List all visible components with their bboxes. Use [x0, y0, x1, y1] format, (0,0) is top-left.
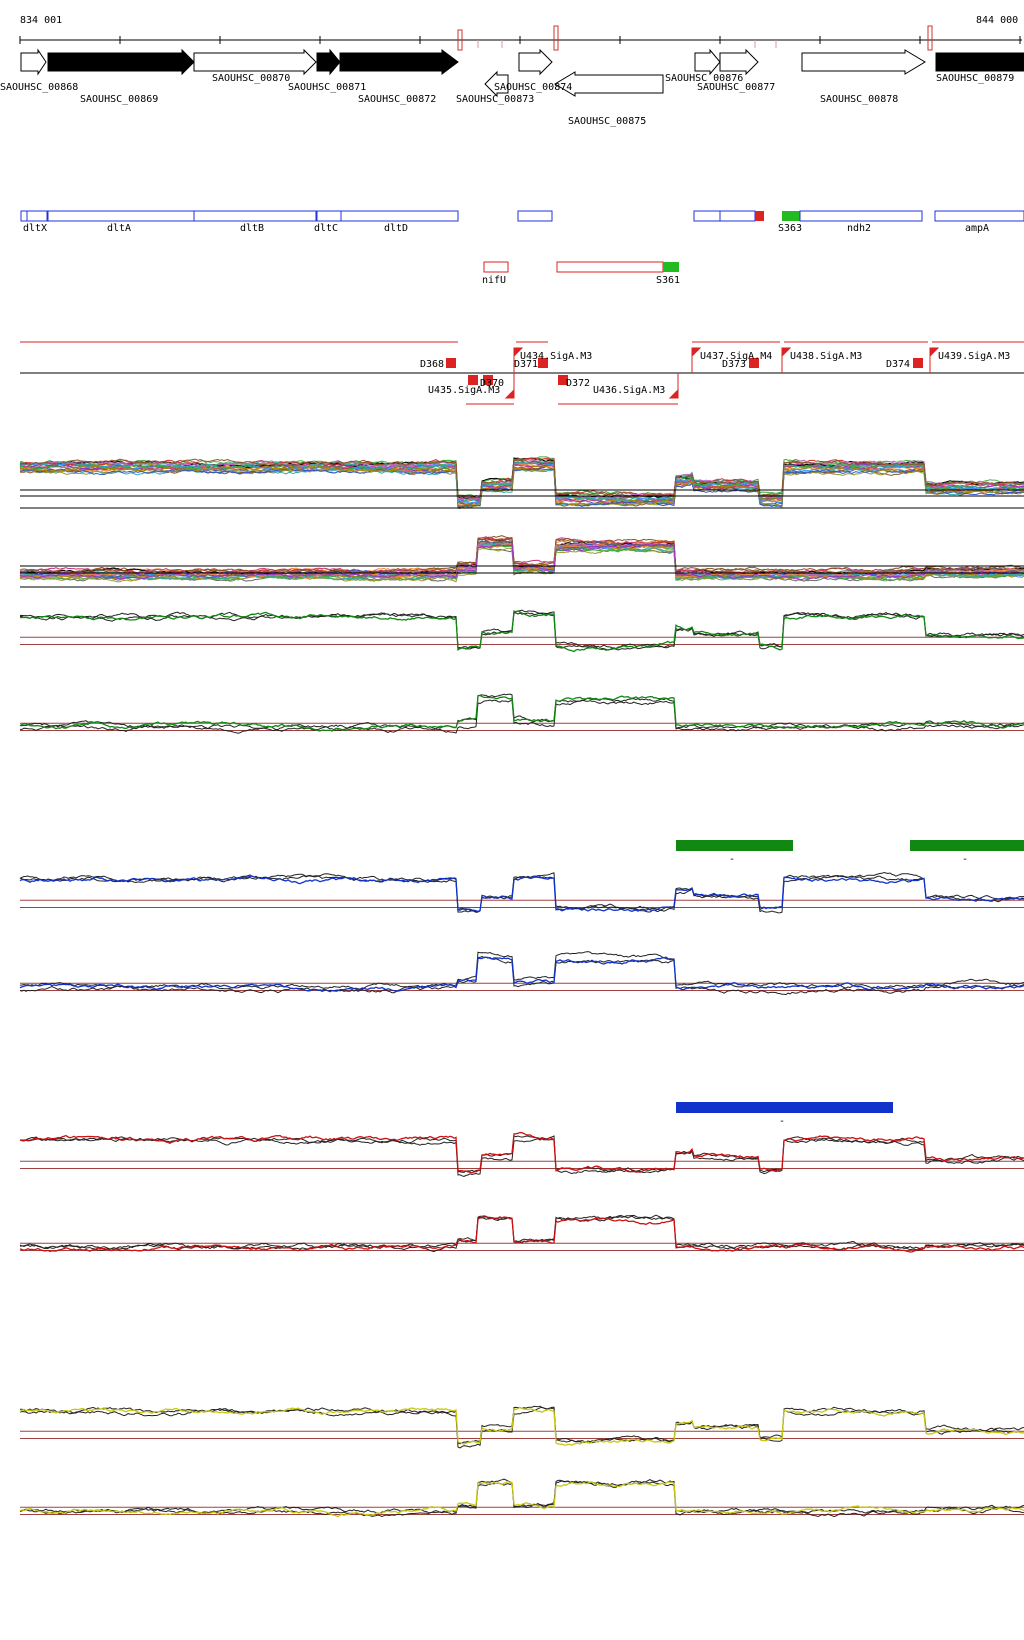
gene-arrow[interactable] — [518, 48, 553, 76]
annotation-box[interactable] — [193, 210, 317, 222]
annotation-label: dltD — [384, 223, 408, 234]
gene-arrow[interactable] — [484, 70, 509, 98]
blue-highlight-bar[interactable] — [676, 1102, 893, 1113]
regulatory-track[interactable]: D368 U434.SigA.M3 D371 U435.SigA.M3 D370… — [20, 341, 1024, 405]
condition-group-tracks — [19, 609, 1024, 1518]
gene-label: SAOUHSC_00872 — [358, 94, 436, 105]
regulatory-label: U439.SigA.M3 — [938, 351, 1010, 362]
gene-labels: SAOUHSC_00868 SAOUHSC_00869 SAOUHSC_0087… — [0, 73, 1014, 127]
gene-track[interactable]: SAOUHSC_00868 SAOUHSC_00869 SAOUHSC_0087… — [0, 25, 1024, 127]
annotation-box[interactable] — [26, 210, 48, 222]
gene-arrow[interactable] — [316, 48, 341, 76]
annotation-box[interactable] — [517, 210, 553, 222]
gene-arrow[interactable] — [935, 52, 1024, 72]
end-coordinate: 844 000 — [976, 15, 1018, 26]
gene-label: SAOUHSC_00878 — [820, 94, 898, 105]
overview-lines — [19, 456, 1024, 510]
gene-arrow[interactable] — [193, 48, 317, 76]
annotation-label: dltA — [107, 223, 131, 234]
annotation-label: ampA — [965, 223, 989, 234]
annotation-box[interactable] — [340, 210, 459, 222]
regulatory-label: U437.SigA.M4 — [700, 351, 772, 362]
regulatory-label: U438.SigA.M3 — [790, 351, 862, 362]
gene-arrow[interactable] — [694, 48, 721, 76]
annotation-box[interactable] — [799, 210, 923, 222]
gene-label: SAOUHSC_00874 — [494, 82, 572, 93]
green-highlight-bar[interactable] — [910, 840, 1024, 851]
gene-label: SAOUHSC_00877 — [697, 82, 775, 93]
expression-overview-track-1 — [19, 456, 1024, 510]
regulatory-label: U435.SigA.M3 — [428, 385, 500, 396]
separator-mark: - — [779, 1116, 785, 1127]
gene-label: SAOUHSC_00870 — [212, 73, 290, 84]
gene-arrow[interactable] — [47, 48, 195, 76]
rna-feature-highlight[interactable] — [663, 262, 679, 272]
regulatory-label: D374 — [886, 359, 910, 370]
green-highlight-bar[interactable] — [676, 840, 793, 851]
gene-arrows[interactable] — [20, 48, 1024, 98]
regulatory-label: D371 — [514, 359, 538, 370]
gene-label: SAOUHSC_00869 — [80, 94, 158, 105]
annotation-box[interactable] — [316, 210, 342, 222]
annotation-label: ndh2 — [847, 223, 871, 234]
gene-label: SAOUHSC_00871 — [288, 82, 366, 93]
start-coordinate: 834 001 — [20, 15, 62, 26]
ruler-ticks — [19, 36, 1021, 44]
gene-arrow[interactable] — [719, 48, 759, 76]
coordinate-ruler: 834 001 844 000 — [19, 15, 1022, 44]
separator-mark: - — [729, 854, 735, 865]
annotation-track[interactable]: dltX dltA dltB dltC dltD S363 ndh2 ampA — [20, 210, 1024, 234]
regulatory-label: D373 — [722, 359, 746, 370]
gene-label: SAOUHSC_00876 — [665, 73, 743, 84]
annotation-label: S363 — [778, 223, 802, 234]
group-highlight-bars[interactable]: - - - — [676, 840, 1024, 1127]
gene-arrow[interactable] — [554, 71, 664, 97]
gene-arrow[interactable] — [339, 49, 459, 75]
annotation-box[interactable] — [934, 210, 1024, 222]
gene-arrow[interactable] — [20, 48, 47, 76]
rna-feature-label: nifU — [482, 275, 506, 286]
regulatory-markers[interactable] — [446, 347, 940, 399]
separator-mark: - — [962, 854, 968, 865]
annotation-label: dltX — [23, 223, 47, 234]
overview-lines — [19, 535, 1024, 583]
regulatory-label: U436.SigA.M3 — [593, 385, 665, 396]
gene-label: SAOUHSC_00868 — [0, 82, 78, 93]
annotation-box[interactable] — [20, 210, 28, 222]
gene-label: SAOUHSC_00875 — [568, 116, 646, 127]
gene-small-markers — [457, 25, 933, 51]
annotation-box[interactable] — [47, 210, 195, 222]
gene-arrow[interactable] — [801, 49, 926, 75]
annotation-highlight-red[interactable] — [755, 211, 764, 221]
annotation-highlight-green[interactable] — [782, 211, 800, 221]
regulatory-label: D372 — [566, 378, 590, 389]
annotation-box[interactable] — [719, 210, 756, 222]
rna-feature-box[interactable] — [556, 261, 664, 273]
regulatory-label: D370 — [480, 378, 504, 389]
gene-label: SAOUHSC_00879 — [936, 73, 1014, 84]
regulatory-label: D368 — [420, 359, 444, 370]
rna-feature-box[interactable] — [483, 261, 509, 273]
regulatory-label: U434.SigA.M3 — [520, 351, 592, 362]
gene-label: SAOUHSC_00873 — [456, 94, 534, 105]
rna-feature-track[interactable]: nifU S361 — [482, 261, 680, 286]
annotation-box[interactable] — [693, 210, 721, 222]
rna-feature-label: S361 — [656, 275, 680, 286]
annotation-label: dltC — [314, 223, 338, 234]
expression-overview-track-2 — [19, 535, 1024, 588]
annotation-label: dltB — [240, 223, 264, 234]
